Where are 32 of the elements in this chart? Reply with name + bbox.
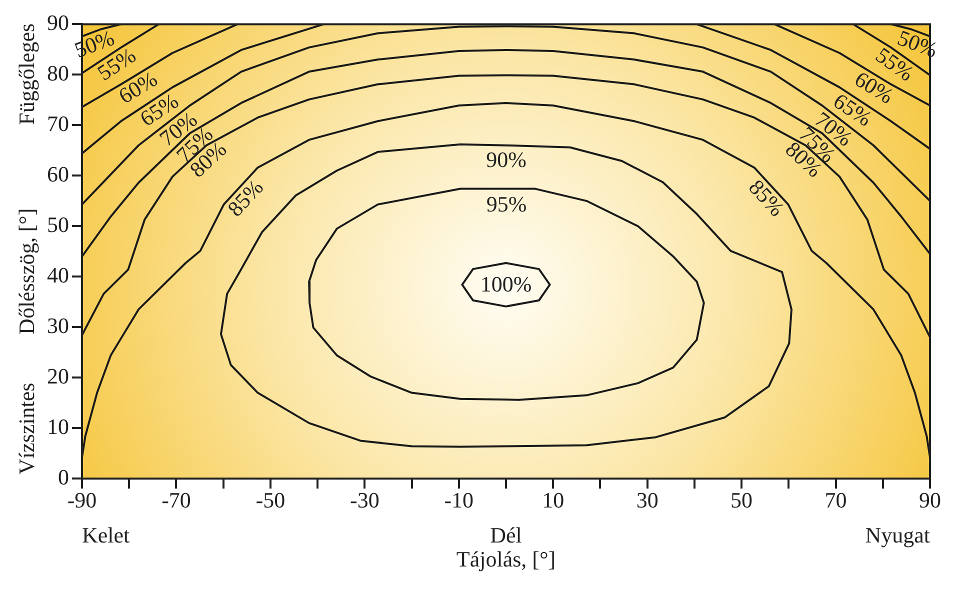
y-tick-label: 70 (47, 110, 69, 136)
y-tick-label: 20 (47, 363, 69, 388)
text: Kelet (82, 522, 130, 548)
x-tick-label: -10 (444, 488, 474, 513)
text: Vízszintes (14, 382, 39, 474)
x-tick-label: -90 (67, 488, 97, 513)
y-axis-title: Dőlésszög, [°] (14, 208, 39, 334)
x-axis-title: Tájolás, [°] (456, 546, 556, 572)
y-tick-label: 30 (47, 312, 69, 338)
y-tick-label: 10 (47, 414, 69, 439)
y-tick-label: 40 (47, 262, 69, 288)
x-tick-label: -50 (256, 488, 286, 513)
x-tick-label: 10 (542, 488, 564, 513)
x-tick-label: 30 (636, 488, 658, 513)
text: Függőleges (14, 23, 39, 125)
y-tick-label: 60 (47, 161, 69, 186)
text: 85% (744, 174, 790, 222)
x-tick-label: -70 (162, 488, 191, 513)
text: 85% (222, 174, 268, 222)
y-tick-label: 80 (47, 60, 69, 86)
x-tick-label: -30 (350, 488, 380, 513)
text: Dél (490, 522, 522, 548)
x-tick-label: 70 (824, 488, 847, 513)
y-tick-label: 90 (47, 10, 69, 35)
x-tick-label: 90 (919, 488, 941, 513)
y-tick-label: 0 (58, 464, 69, 490)
series-label: 100% (480, 272, 532, 297)
text: Nyugat (865, 522, 930, 548)
series-label: 95% (486, 192, 527, 217)
y-tick-label: 50 (47, 212, 69, 237)
x-tick-label: 50 (730, 488, 753, 513)
series-label: 90% (486, 147, 526, 172)
